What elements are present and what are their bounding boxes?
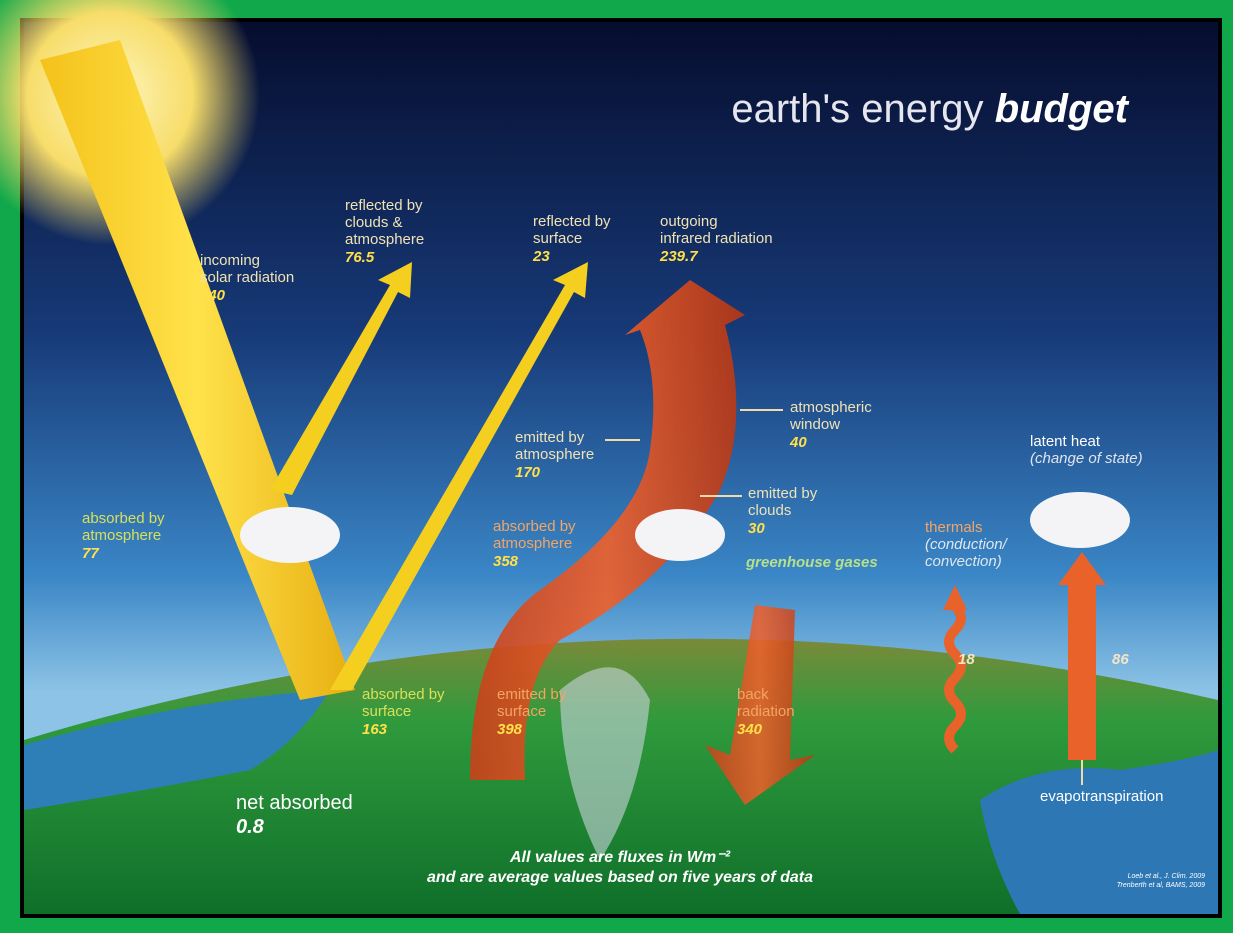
flow-label: atmosphere [82, 527, 161, 544]
credit: Loeb et al., J. Clim. 2009 [1128, 873, 1206, 880]
flow-value: 0.8 [236, 816, 265, 838]
cloud [635, 509, 725, 561]
flow-label: emitted by [497, 686, 567, 703]
flow-value: 76.5 [345, 249, 375, 266]
flow-label: atmosphere [345, 231, 424, 248]
credit: Trenberth et al, BAMS, 2009 [1117, 882, 1205, 889]
flow-value: 170 [515, 464, 541, 481]
flow-label: incoming [200, 252, 260, 269]
diagram: earth's energy budget incomingsolar radi… [0, 0, 1233, 933]
page: earth's energy budget incomingsolar radi… [0, 0, 1233, 933]
flow-value: 398 [497, 721, 523, 738]
greenhouse-label: greenhouse gases [745, 554, 878, 571]
flow-label: absorbed by [82, 510, 165, 527]
flow-label: surface [362, 703, 411, 720]
flow-label: infrared radiation [660, 230, 773, 247]
flow-label: clouds [748, 502, 791, 519]
flow-label: absorbed by [493, 518, 576, 535]
flow-label: surface [533, 230, 582, 247]
flow-label: outgoing [660, 213, 718, 230]
flow-value: 163 [362, 721, 388, 738]
footer: and are average values based on five yea… [427, 869, 813, 886]
flow-note: (conduction/ [925, 536, 1009, 553]
flow-note: (change of state) [1030, 450, 1143, 467]
flow-value: 18 [958, 651, 975, 668]
flow-label: window [789, 416, 840, 433]
title-emphasis: budget [995, 87, 1130, 131]
title-prefix: earth's energy [731, 87, 983, 131]
flow-value: 86 [1112, 651, 1129, 668]
flow-note: convection) [925, 553, 1002, 570]
flow-label: atmosphere [515, 446, 594, 463]
flow-label: reflected by [345, 197, 423, 214]
flow-label: radiation [737, 703, 795, 720]
flow-label: absorbed by [362, 686, 445, 703]
flow-value: 40 [789, 434, 807, 451]
footer: All values are fluxes in Wm⁻² [509, 849, 731, 866]
flow-value: 30 [748, 520, 765, 537]
flow-label: thermals [925, 519, 983, 536]
flow-label: atmosphere [493, 535, 572, 552]
flow-label: back [737, 686, 769, 703]
flow-value: 77 [82, 545, 99, 562]
thermals-arrow [949, 606, 961, 750]
flow-label: solar radiation [200, 269, 294, 286]
latent-heat-arrow [1068, 580, 1096, 760]
evapotranspiration-label: evapotranspiration [1040, 788, 1163, 805]
cloud [1030, 492, 1130, 548]
flow-label: clouds & [345, 214, 403, 231]
flow-label: emitted by [748, 485, 818, 502]
title: earth's energy budget [731, 87, 1129, 131]
flow-label: net absorbed [236, 792, 353, 814]
flow-label: atmospheric [790, 399, 872, 416]
flow-value: 340 [200, 287, 226, 304]
flow-label: emitted by [515, 429, 585, 446]
cloud [240, 507, 340, 563]
flow-value: 23 [532, 248, 550, 265]
flow-value: 239.7 [659, 248, 698, 265]
flow-label: surface [497, 703, 546, 720]
flow-value: 358 [493, 553, 519, 570]
flow-label: reflected by [533, 213, 611, 230]
flow-label: latent heat [1030, 433, 1101, 450]
flow-value: 340 [737, 721, 763, 738]
